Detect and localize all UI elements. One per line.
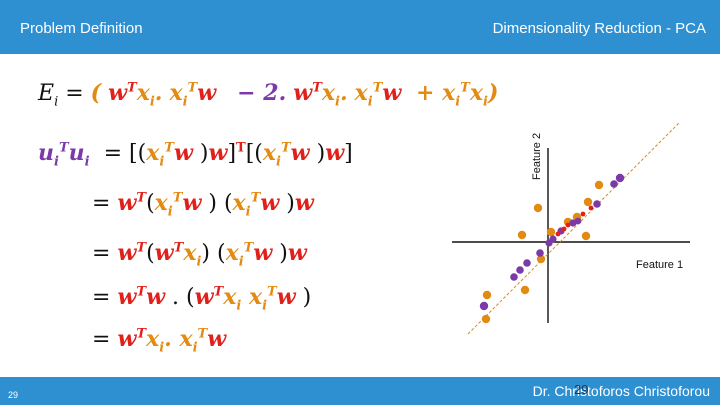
projected-points (479, 173, 625, 311)
feature-1-label: Feature 1 (636, 259, 683, 271)
equation-error-expansion: Ei = ( wTxi. xiTw − 2. wTxi. xiTw + xiTx… (38, 80, 499, 110)
equation-step-3: = wTw . (wTxi xiTw ) (92, 284, 312, 314)
slide-header: Problem Definition Dimensionality Reduct… (0, 0, 720, 54)
equation-step-4: = wTxi. xiTw (92, 326, 227, 356)
principal-direction-line (467, 121, 681, 335)
slide-topic-title: Dimensionality Reduction - PCA (492, 20, 706, 37)
equation-step-1: = wT(xiTw ) (xiTw )w (92, 190, 314, 220)
feature-2-label: Feature 2 (531, 133, 543, 180)
equation-step-2: = wT(wTxi) (xiTw )w (92, 240, 307, 270)
slide-footer: 29 Dr. Christoforos Christoforou 29 (0, 377, 720, 405)
author-name: Dr. Christoforos Christoforou (532, 383, 710, 399)
slide-number-overlay: 29 (574, 382, 589, 397)
slide-number: 29 (8, 390, 19, 400)
projection-markers (555, 205, 594, 237)
equation-uTu: uiTui = [(xiTw )w]T[(xiTw )w] (38, 140, 353, 170)
section-title: Problem Definition (20, 20, 143, 37)
pca-scatter-plot: Feature 2 Feature 1 (452, 121, 690, 335)
